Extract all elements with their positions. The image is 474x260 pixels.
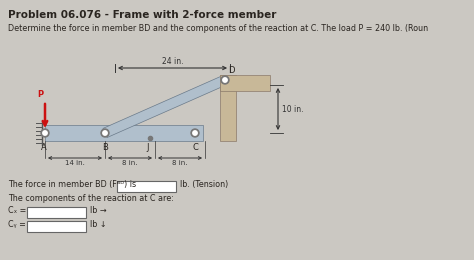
- Text: C: C: [192, 143, 198, 152]
- Text: A: A: [41, 143, 47, 152]
- Text: B: B: [102, 143, 108, 152]
- Polygon shape: [220, 75, 236, 141]
- Circle shape: [191, 129, 199, 137]
- Text: lb. (Tension): lb. (Tension): [180, 180, 228, 189]
- FancyBboxPatch shape: [27, 206, 86, 218]
- Polygon shape: [103, 75, 227, 138]
- FancyBboxPatch shape: [118, 180, 176, 192]
- Circle shape: [101, 129, 109, 137]
- Text: 8 in.: 8 in.: [172, 160, 188, 166]
- Circle shape: [223, 78, 227, 82]
- Text: The components of the reaction at C are:: The components of the reaction at C are:: [8, 194, 174, 203]
- Text: Determine the force in member BD and the components of the reaction at C. The lo: Determine the force in member BD and the…: [8, 24, 428, 33]
- Circle shape: [103, 131, 107, 135]
- Text: D: D: [228, 66, 235, 75]
- Text: Cₓ =: Cₓ =: [8, 206, 27, 215]
- FancyBboxPatch shape: [27, 220, 86, 231]
- Circle shape: [193, 131, 197, 135]
- Circle shape: [41, 129, 49, 137]
- Text: J: J: [147, 143, 149, 152]
- Circle shape: [43, 131, 47, 135]
- Polygon shape: [220, 75, 270, 91]
- Text: Cᵧ =: Cᵧ =: [8, 220, 26, 229]
- Text: 14 in.: 14 in.: [65, 160, 85, 166]
- Text: 10 in.: 10 in.: [282, 105, 303, 114]
- Text: The force in member BD (Fᴮᴰ) is: The force in member BD (Fᴮᴰ) is: [8, 180, 136, 189]
- Circle shape: [221, 76, 229, 84]
- Text: Problem 06.076 - Frame with 2-force member: Problem 06.076 - Frame with 2-force memb…: [8, 10, 276, 20]
- Text: P: P: [37, 90, 43, 99]
- Text: 8 in.: 8 in.: [122, 160, 138, 166]
- Polygon shape: [45, 125, 203, 141]
- Text: lb →: lb →: [90, 206, 107, 215]
- Text: lb ↓: lb ↓: [90, 220, 107, 229]
- Text: 24 in.: 24 in.: [162, 57, 183, 66]
